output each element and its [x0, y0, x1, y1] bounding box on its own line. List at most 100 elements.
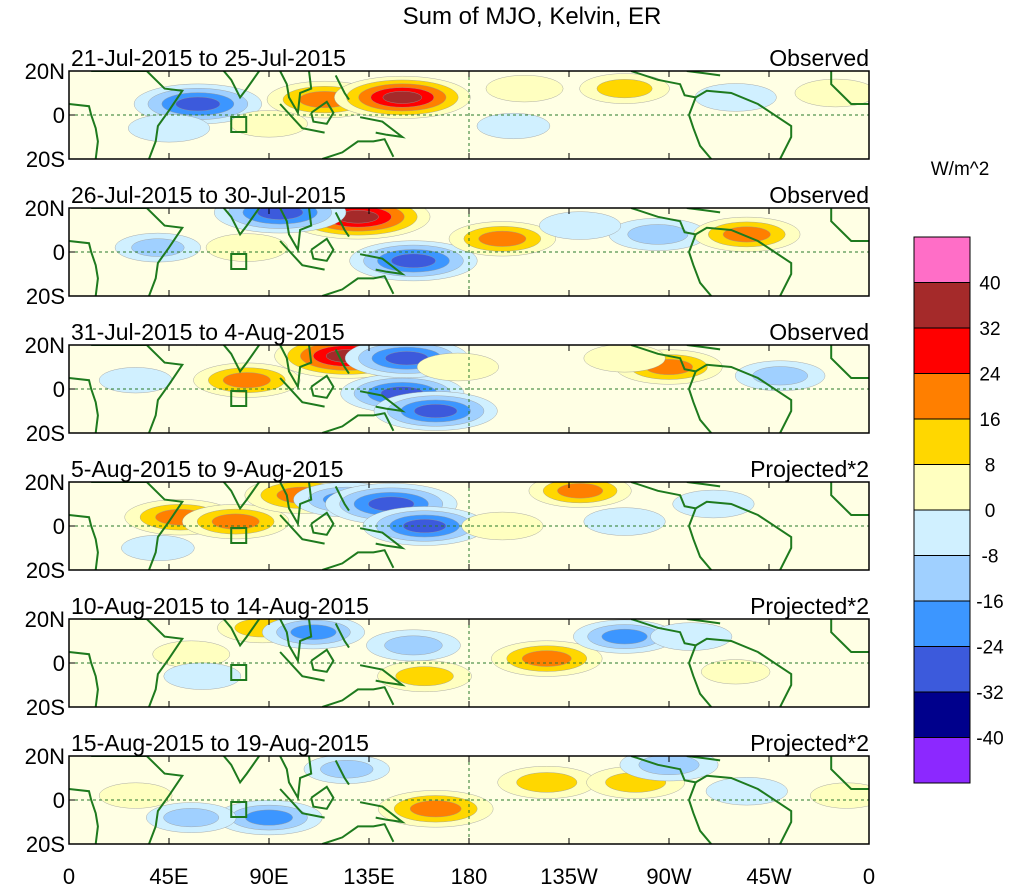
coastline: [69, 788, 99, 844]
anomaly-contour: [384, 635, 443, 656]
colorbar-units-label: W/m^2: [931, 159, 990, 180]
coastline: [359, 801, 406, 824]
coastline: [279, 345, 313, 390]
panel-3: 20N 0 20S 31-Jul-2015 to 4-Aug-2015 Observed: [25, 319, 870, 446]
coastline: [321, 138, 395, 159]
coastline: [695, 637, 793, 707]
coastline: [830, 208, 869, 242]
coastline: [222, 71, 261, 100]
coastline: [310, 648, 335, 673]
panel-type-label: Projected*2: [750, 456, 869, 482]
coastline: [830, 619, 869, 653]
y-tick-label: 20N: [25, 470, 65, 495]
coastline: [321, 686, 395, 707]
panel-period-label: 10-Aug-2015 to 14-Aug-2015: [71, 593, 369, 619]
x-tick-label: 45W: [746, 864, 791, 889]
y-tick-label: 20N: [25, 607, 65, 632]
anomaly-contour: [230, 110, 308, 138]
colorbar-tick-label: 8: [985, 456, 996, 477]
coastline: [359, 527, 406, 550]
coastline: [310, 374, 335, 399]
anomaly-contour: [211, 513, 260, 530]
coastline: [630, 482, 696, 510]
coastline: [222, 482, 261, 511]
anomaly-contour: [222, 372, 271, 389]
coastline: [91, 345, 185, 433]
coastline: [359, 253, 406, 276]
coastline: [630, 208, 696, 236]
anomaly-contour: [478, 230, 527, 247]
anomaly-contour: [601, 628, 648, 645]
anomaly-contour: [485, 75, 564, 103]
anomaly-contour: [121, 535, 195, 562]
anomaly-contour: [391, 253, 436, 268]
coastlines: [69, 208, 869, 296]
anomaly-contour: [320, 760, 374, 779]
coastline: [279, 651, 325, 682]
reference-box: [230, 390, 248, 407]
coastline: [359, 116, 406, 139]
coastline: [279, 482, 313, 527]
panel-period-label: 21-Jul-2015 to 25-Jul-2015: [71, 45, 346, 71]
colorbar-tick-label: -8: [982, 547, 999, 568]
coastline: [359, 390, 406, 413]
colorbar-tick-label: 0: [985, 501, 996, 522]
x-tick-label: 135E: [343, 864, 394, 889]
coastline: [222, 619, 261, 648]
coastline: [91, 482, 185, 570]
panel-type-label: Observed: [769, 319, 869, 345]
coastline: [830, 482, 869, 516]
y-tick-label: 20S: [26, 832, 65, 857]
coastline: [695, 89, 793, 159]
coastline: [222, 345, 261, 374]
colorbar-tick-label: -32: [976, 683, 1003, 704]
y-tick-label: 20N: [25, 59, 65, 84]
coastlines: [69, 482, 869, 570]
panel-period-label: 15-Aug-2015 to 19-Aug-2015: [71, 730, 369, 756]
anomaly-contour: [128, 114, 210, 143]
coastline: [687, 97, 712, 159]
coastline: [687, 782, 712, 844]
chart-title: Sum of MJO, Kelvin, ER: [403, 3, 662, 30]
coastline: [222, 208, 261, 237]
anomaly-contour: [516, 772, 578, 793]
colorbar-swatch: [913, 509, 971, 556]
anomaly-contour: [382, 91, 422, 104]
x-tick-label: 135W: [540, 864, 598, 889]
y-tick-label: 20S: [26, 284, 65, 309]
coastline: [334, 348, 350, 375]
coastline: [695, 363, 793, 433]
reference-box: [230, 116, 248, 133]
coastline: [334, 485, 350, 512]
coastline: [630, 345, 696, 373]
y-tick-label: 20N: [25, 196, 65, 221]
colorbar-swatch: [913, 327, 971, 374]
colorbar-swatch: [913, 646, 971, 693]
coastline: [69, 377, 99, 433]
colorbar-swatch: [913, 691, 971, 738]
coastlines: [69, 619, 869, 707]
coastline: [279, 377, 325, 408]
panel-type-label: Projected*2: [750, 593, 869, 619]
colorbar-swatch: [913, 600, 971, 647]
anomaly-contour: [557, 483, 604, 499]
reference-box: [230, 253, 248, 270]
anomaly-contour: [810, 782, 869, 809]
coastline: [279, 240, 325, 271]
anomaly-contour: [638, 756, 700, 775]
anomaly-field: [128, 73, 869, 143]
colorbar-tick-label: -24: [976, 638, 1004, 659]
coastline: [69, 103, 99, 159]
colorbar-swatch: [913, 737, 971, 784]
coastline: [334, 622, 350, 649]
coastline: [630, 71, 696, 99]
anomaly-contour: [794, 78, 869, 108]
colorbar-tick-label: -16: [976, 592, 1003, 613]
colorbar-tick-label: 40: [979, 274, 1000, 295]
colorbar-tick-label: -40: [976, 729, 1003, 750]
coastline: [321, 823, 395, 844]
anomaly-contour: [627, 224, 689, 245]
colorbar-swatch: [913, 282, 971, 329]
y-tick-label: 0: [53, 377, 65, 402]
